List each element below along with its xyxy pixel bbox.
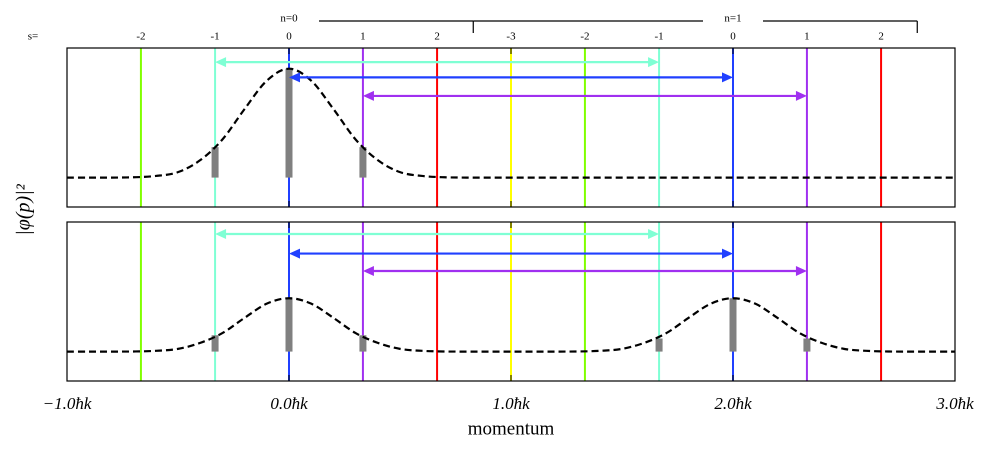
group-bracket (473, 20, 918, 33)
s-tick-label: 0 (286, 31, 292, 43)
transition-arrow (289, 72, 733, 83)
arrow-head (795, 266, 807, 277)
s-tick-label: 2 (878, 31, 884, 43)
arrow-head (215, 57, 227, 68)
transition-arrow (215, 228, 660, 239)
population-bar (285, 298, 293, 352)
arrow-head (289, 72, 300, 83)
arrow-head (648, 57, 660, 68)
arrow-head (215, 228, 227, 239)
population-bar (655, 338, 663, 352)
arrow-head (289, 248, 300, 259)
population-bar (359, 335, 367, 352)
arrow-head (722, 248, 733, 259)
s-tick-label: -2 (136, 31, 145, 43)
arrow-head (722, 72, 733, 83)
x-tick-label: 3.0ħk (935, 394, 974, 413)
population-bar (211, 335, 219, 352)
transition-arrow (215, 57, 660, 68)
s-tick-label: -2 (580, 31, 589, 43)
s-axis-label: s= (28, 31, 38, 43)
wavefunction-curve (67, 67, 955, 179)
transition-arrow (289, 248, 733, 259)
x-tick-label: −1.0ħk (43, 394, 92, 413)
s-tick-label: 1 (804, 31, 810, 43)
transition-arrow (362, 90, 807, 101)
s-tick-label: -3 (506, 31, 516, 43)
population-bar (211, 147, 219, 178)
population-bar (285, 68, 293, 178)
arrow-head (648, 228, 660, 239)
population-bar (803, 338, 811, 352)
population-bar (359, 147, 367, 178)
transition-arrow (362, 266, 807, 277)
arrow-head (362, 266, 374, 277)
s-tick-label: 1 (360, 31, 366, 43)
arrow-head (795, 90, 807, 101)
group-label: n=0 (280, 13, 298, 25)
x-tick-label: 1.0ħk (492, 394, 530, 413)
x-axis-label: momentum (468, 418, 555, 439)
s-tick-label: -1 (210, 31, 219, 43)
arrow-head (362, 90, 374, 101)
group-label: n=1 (724, 13, 741, 25)
s-tick-label: -1 (654, 31, 663, 43)
y-axis-label: |φ(p)|² (13, 183, 35, 235)
wavefunction-curve (67, 297, 955, 353)
x-tick-label: 0.0ħk (270, 394, 308, 413)
group-bracket (73, 20, 474, 33)
s-tick-label: 0 (730, 31, 736, 43)
x-tick-label: 2.0ħk (714, 394, 752, 413)
population-bar (729, 298, 737, 352)
s-tick-label: 2 (434, 31, 440, 43)
